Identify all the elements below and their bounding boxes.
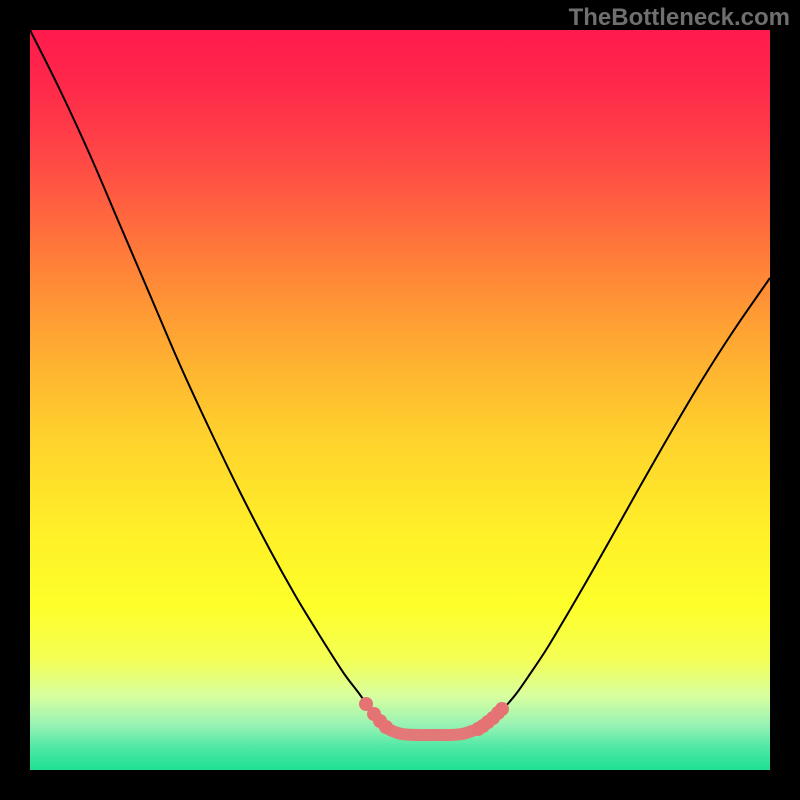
optimal-range-segment [390,730,472,735]
plot-svg [30,30,770,770]
gradient-background [30,30,770,770]
watermark-text: TheBottleneck.com [569,4,790,32]
marker-point [379,720,393,734]
outer-frame: TheBottleneck.com [0,0,800,800]
marker-point [495,702,509,716]
plot-area [30,30,770,770]
